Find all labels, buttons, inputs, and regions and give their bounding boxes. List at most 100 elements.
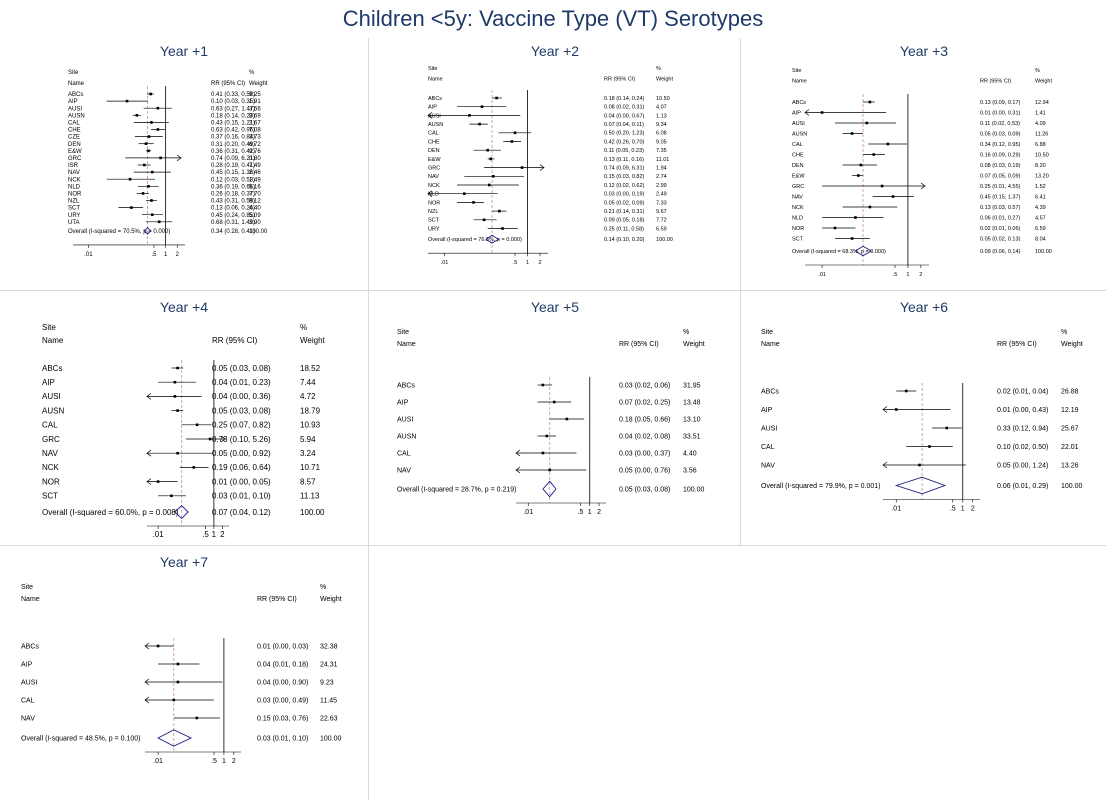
- overall-rr-text: 0.09 (0.06, 0.14): [980, 249, 1021, 255]
- weight-text: 1.13: [656, 113, 667, 119]
- site-label: ABCs: [428, 96, 442, 102]
- x-tick-label: .5: [513, 260, 518, 266]
- rr-ci-text: 0.68 (0.31, 1.49): [211, 220, 255, 226]
- rr-ci-text: 0.45 (0.24, 0.85): [211, 213, 255, 219]
- rr-ci-text: 0.05 (0.02, 0.13): [980, 236, 1021, 242]
- site-label: NOR: [42, 477, 60, 486]
- point-estimate: [510, 140, 514, 143]
- site-label: SCT: [68, 206, 80, 212]
- point-estimate: [463, 192, 466, 195]
- overall-diamond: [894, 476, 947, 495]
- overall-weight-text: 100.00: [1061, 483, 1083, 490]
- weight-text: 10.71: [300, 463, 321, 472]
- weight-text: 9.23: [320, 679, 334, 686]
- rr-ci-text: 0.34 (0.12, 0.95): [980, 142, 1021, 148]
- page-title: Children <5y: Vaccine Type (VT) Serotype…: [342, 6, 764, 31]
- row-divider: [0, 290, 1106, 291]
- point-estimate: [173, 395, 177, 398]
- site-label: CHE: [792, 152, 804, 158]
- point-estimate: [945, 426, 949, 430]
- rr-ci-text: 0.03 (0.00, 0.37): [619, 450, 670, 457]
- weight-text: 32.38: [320, 643, 338, 650]
- overall-label: Overall (I-squared = 48.5%, p = 0.100): [21, 735, 140, 742]
- rr-ci-text: 0.07 (0.02, 0.25): [619, 399, 670, 406]
- header-site: Site: [792, 68, 801, 74]
- overall-label: Overall (I-squared = 28.7%, p = 0.219): [397, 486, 516, 493]
- site-label: ABCs: [792, 100, 806, 106]
- rr-ci-text: 0.02 (0.01, 0.04): [997, 388, 1048, 395]
- point-estimate: [891, 195, 895, 198]
- point-estimate: [176, 680, 180, 684]
- point-estimate: [820, 111, 824, 114]
- panel-title: Year +5: [531, 299, 579, 315]
- point-estimate: [498, 209, 501, 213]
- weight-text: 1.91: [249, 99, 261, 105]
- point-estimate: [520, 166, 524, 169]
- x-tick-label: .5: [202, 530, 209, 539]
- point-estimate: [857, 174, 860, 177]
- site-label: NZL: [68, 199, 80, 205]
- weight-text: 4.39: [1035, 205, 1046, 211]
- rr-ci-text: 0.18 (0.14, 0.23): [211, 113, 255, 119]
- x-tick-label: 2: [919, 272, 922, 278]
- point-estimate: [541, 383, 545, 387]
- site-label: NCK: [792, 205, 804, 211]
- weight-text: 8.20: [1035, 163, 1046, 169]
- point-estimate: [156, 106, 160, 110]
- site-label: DEN: [792, 163, 804, 169]
- site-label: E&W: [428, 157, 441, 163]
- x-tick-label: 1: [212, 530, 217, 539]
- site-label: NAV: [21, 715, 35, 722]
- site-label: ABCs: [42, 364, 62, 373]
- site-label: AUSN: [397, 433, 416, 440]
- point-estimate: [545, 434, 549, 438]
- overall-rr-text: 0.07 (0.04, 0.12): [212, 508, 271, 517]
- rr-ci-text: 0.12 (0.02, 0.62): [604, 183, 645, 189]
- weight-text: 10.50: [656, 96, 670, 102]
- header-name: Name: [792, 79, 807, 85]
- column-divider: [368, 546, 369, 800]
- rr-ci-text: 0.13 (0.03, 0.57): [980, 205, 1021, 211]
- rr-ci-text: 0.25 (0.11, 0.58): [604, 226, 644, 232]
- rr-ci-text: 0.08 (0.03, 0.19): [980, 163, 1021, 169]
- point-estimate: [548, 468, 552, 472]
- header-site: Site: [397, 329, 409, 336]
- point-estimate: [482, 218, 486, 222]
- rr-ci-text: 0.01 (0.00, 0.43): [997, 407, 1048, 414]
- header-name: Name: [21, 596, 40, 603]
- rr-ci-text: 0.04 (0.00, 0.36): [212, 392, 271, 401]
- forest-plot-year-4: Year +4 Site Name RR (95% CI)% Weight .01 .5 1 2…: [42, 299, 326, 539]
- site-label: AUSN: [42, 406, 64, 415]
- overall-rr-text: 0.03 (0.01, 0.10): [257, 735, 308, 742]
- overall-weight-text: 100.00: [1035, 249, 1052, 255]
- point-estimate: [894, 408, 898, 411]
- point-estimate: [495, 96, 498, 100]
- point-estimate: [195, 716, 199, 720]
- rr-ci-text: 0.63 (0.42, 0.96): [211, 128, 255, 134]
- forest-plot-year-1: Year +1 Site Name RR (95% CI)% Weight .01 .5 1 2…: [68, 43, 268, 258]
- site-label: SCT: [42, 492, 58, 501]
- x-tick-label: .01: [84, 252, 93, 258]
- site-label: DEN: [68, 142, 81, 148]
- site-label: NAV: [42, 449, 59, 458]
- weight-text: 6.72: [249, 142, 261, 148]
- weight-text: 3.56: [249, 106, 261, 112]
- weight-text: 1.41: [1035, 110, 1046, 116]
- ci-arrow-left: [882, 406, 888, 413]
- rr-ci-text: 0.63 (0.27, 1.47): [211, 106, 255, 112]
- overall-label: Overall (I-squared = 68.3%, p = 0.000): [792, 249, 886, 255]
- x-tick-label: .5: [151, 252, 157, 258]
- header-pct: %: [249, 70, 255, 76]
- overall-label: Overall (I-squared = 79.9%, p = 0.001): [761, 483, 880, 490]
- header-pct: %: [683, 329, 689, 336]
- rr-ci-text: 0.04 (0.01, 0.23): [212, 378, 271, 387]
- weight-text: 11.45: [320, 697, 337, 704]
- overall-rr-text: 0.34 (0.28, 0.41): [211, 229, 255, 235]
- rr-ci-text: 0.05 (0.00, 1.24): [997, 462, 1048, 469]
- header-pct: %: [300, 323, 307, 332]
- x-tick-label: 1: [164, 252, 168, 258]
- header-name: Name: [397, 341, 416, 348]
- point-estimate: [176, 662, 180, 666]
- rr-ci-text: 0.05 (0.00, 0.76): [619, 467, 670, 474]
